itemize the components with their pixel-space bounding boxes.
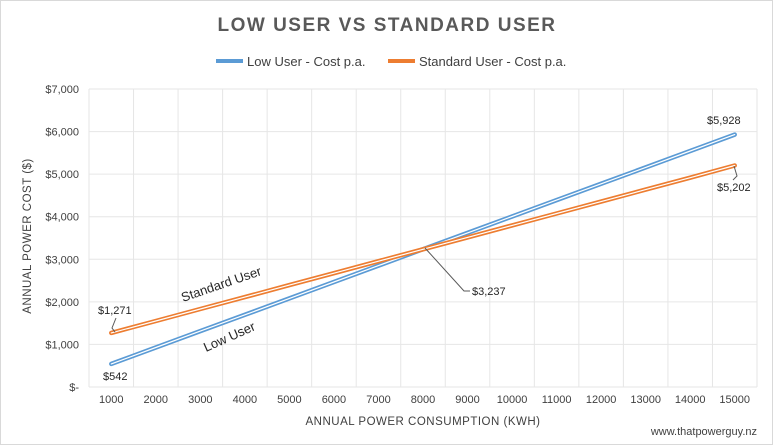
data-point-standard-user-cost-p-a-5000 <box>287 283 291 287</box>
credit-text: www.thatpowerguy.nz <box>650 426 757 438</box>
series-line-highlight-standard-user-cost-p-a <box>110 164 736 334</box>
data-point-low-user-cost-p-a-15000 <box>733 133 737 137</box>
legend-item-standard-user: Standard User - Cost p.a. <box>388 54 566 69</box>
data-point-standard-user-cost-p-a-6000 <box>332 271 336 275</box>
y-tick-label-0: $- <box>69 382 79 394</box>
data-point-low-user-cost-p-a-6000 <box>332 280 336 284</box>
x-tick-label-11000: 11000 <box>542 394 572 406</box>
y-tick-label-3000: $3,000 <box>45 254 79 266</box>
data-point-standard-user-cost-p-a-14000 <box>688 176 692 180</box>
y-tick-label-7000: $7,000 <box>45 84 79 96</box>
gridlines <box>88 88 758 388</box>
legend-label-standard-user: Standard User - Cost p.a. <box>419 54 566 69</box>
x-axis-title: ANNUAL POWER CONSUMPTION (KWH) <box>306 416 541 428</box>
data-point-low-user-cost-p-a-4000 <box>243 313 247 317</box>
data-point-low-user-cost-p-a-1000 <box>109 362 113 366</box>
y-tick-label-2000: $2,000 <box>45 297 79 309</box>
data-point-low-user-cost-p-a-13000 <box>644 165 648 169</box>
data-point-low-user-cost-p-a-10000 <box>510 215 514 219</box>
label-standard-end: $5,202 <box>717 182 751 194</box>
data-point-standard-user-cost-p-a-1000 <box>109 331 113 335</box>
callout-standard-start <box>111 317 117 333</box>
data-point-low-user-cost-p-a-2000 <box>154 346 158 350</box>
x-tick-label-6000: 6000 <box>322 394 346 406</box>
data-point-standard-user-cost-p-a-4000 <box>243 295 247 299</box>
x-tick-label-2000: 2000 <box>144 394 168 406</box>
data-point-standard-user-cost-p-a-2000 <box>154 319 158 323</box>
label-standard-start: $1,271 <box>98 305 132 317</box>
label-low-start: $542 <box>103 371 127 383</box>
x-tick-label-9000: 9000 <box>455 394 479 406</box>
data-point-standard-user-cost-p-a-9000 <box>466 235 470 239</box>
y-axis-title: ANNUAL POWER COST ($) <box>22 158 34 314</box>
legend: Low User - Cost p.a. Standard User - Cos… <box>216 54 566 69</box>
data-point-standard-user-cost-p-a-11000 <box>555 212 559 216</box>
x-tick-label-7000: 7000 <box>366 394 390 406</box>
curve-label-standard-user: Standard User <box>179 263 264 305</box>
x-tick-label-5000: 5000 <box>277 394 301 406</box>
data-point-low-user-cost-p-a-14000 <box>688 149 692 153</box>
label-low-end: $5,928 <box>707 115 741 127</box>
x-tick-label-14000: 14000 <box>675 394 706 406</box>
data-point-low-user-cost-p-a-5000 <box>287 296 291 300</box>
y-tick-label-4000: $4,000 <box>45 212 79 224</box>
data-point-standard-user-cost-p-a-3000 <box>198 307 202 311</box>
legend-label-low-user: Low User - Cost p.a. <box>247 54 366 69</box>
axis-ticks: $- $1,000 $2,000 $3,000 $4,000 $5,000 $6,000 $7… <box>45 84 750 406</box>
x-tick-label-15000: 15000 <box>719 394 750 406</box>
y-tick-label-5000: $5,000 <box>45 169 79 181</box>
data-point-low-user-cost-p-a-12000 <box>599 182 603 186</box>
data-point-low-user-cost-p-a-9000 <box>466 231 470 235</box>
callout-standard-end <box>732 165 738 181</box>
x-tick-label-4000: 4000 <box>233 394 257 406</box>
data-point-standard-user-cost-p-a-8000 <box>421 247 425 251</box>
legend-item-low-user: Low User - Cost p.a. <box>216 54 366 69</box>
y-tick-label-6000: $6,000 <box>45 127 79 139</box>
y-tick-label-1000: $1,000 <box>45 339 79 351</box>
data-point-low-user-cost-p-a-3000 <box>198 329 202 333</box>
data-point-standard-user-cost-p-a-7000 <box>377 259 381 263</box>
data-point-standard-user-cost-p-a-13000 <box>644 188 648 192</box>
x-tick-label-3000: 3000 <box>188 394 212 406</box>
x-tick-label-1000: 1000 <box>99 394 123 406</box>
x-tick-label-13000: 13000 <box>630 394 661 406</box>
curve-label-low-user: Low User <box>201 318 258 354</box>
x-tick-label-8000: 8000 <box>411 394 435 406</box>
callout-intersection <box>424 247 470 292</box>
data-point-standard-user-cost-p-a-12000 <box>599 200 603 204</box>
series-lines <box>109 132 737 367</box>
x-tick-label-12000: 12000 <box>586 394 617 406</box>
data-point-low-user-cost-p-a-7000 <box>377 264 381 268</box>
data-point-standard-user-cost-p-a-10000 <box>510 223 514 227</box>
data-point-low-user-cost-p-a-11000 <box>555 198 559 202</box>
chart-title: LOW USER VS STANDARD USER <box>217 15 556 36</box>
x-tick-label-10000: 10000 <box>497 394 528 406</box>
label-intersection: $3,237 <box>472 286 506 298</box>
